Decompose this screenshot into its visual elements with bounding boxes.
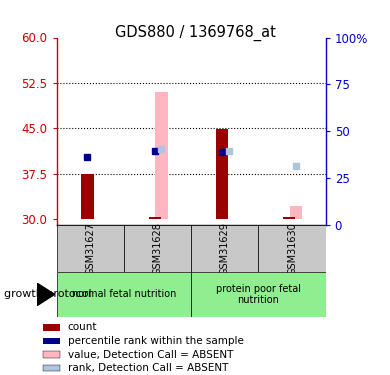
Bar (57, 225, 124, 272)
Bar (156, 92, 168, 219)
Text: GSM31627: GSM31627 (85, 222, 95, 275)
Bar (43, 324, 60, 331)
Bar (43, 365, 60, 372)
Bar (149, 217, 161, 219)
Bar (283, 217, 295, 219)
Text: GSM31629: GSM31629 (220, 222, 230, 275)
Bar (290, 206, 302, 219)
Bar (43, 338, 60, 344)
Text: GSM31630: GSM31630 (287, 222, 297, 275)
Polygon shape (37, 283, 55, 306)
Text: normal fetal nutrition: normal fetal nutrition (72, 290, 176, 299)
Text: percentile rank within the sample: percentile rank within the sample (68, 336, 244, 346)
Bar (258, 225, 326, 272)
Text: GSM31628: GSM31628 (152, 222, 163, 275)
Text: protein poor fetal
nutrition: protein poor fetal nutrition (216, 284, 301, 305)
Bar (43, 351, 60, 358)
Bar (57, 272, 191, 317)
Text: growth protocol: growth protocol (4, 290, 92, 299)
Text: rank, Detection Call = ABSENT: rank, Detection Call = ABSENT (68, 363, 228, 373)
Bar (191, 272, 326, 317)
Text: value, Detection Call = ABSENT: value, Detection Call = ABSENT (68, 350, 233, 360)
Bar (216, 129, 228, 219)
Bar (191, 225, 258, 272)
Bar (124, 225, 191, 272)
Text: GDS880 / 1369768_at: GDS880 / 1369768_at (115, 24, 275, 40)
Bar (82, 174, 94, 219)
Text: count: count (68, 322, 98, 332)
